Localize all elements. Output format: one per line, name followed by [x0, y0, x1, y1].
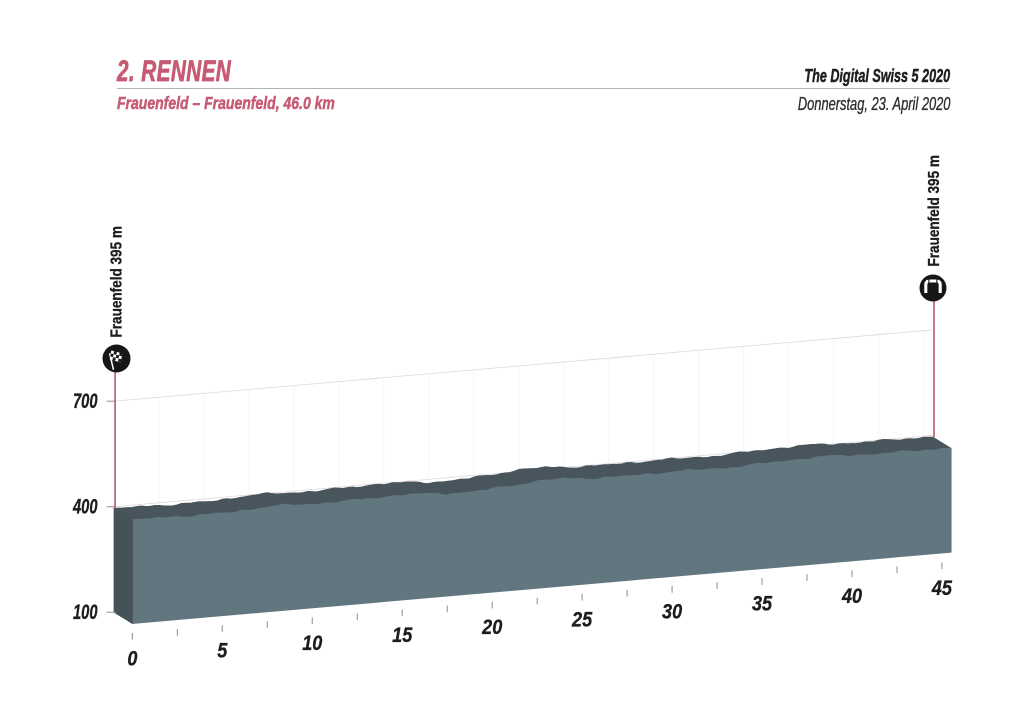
svg-text:700: 700 — [73, 389, 98, 412]
svg-text:5: 5 — [217, 639, 228, 663]
svg-text:30: 30 — [662, 600, 682, 624]
svg-text:Frauenfeld 395 m: Frauenfeld 395 m — [926, 155, 943, 266]
svg-text:10: 10 — [302, 632, 322, 656]
svg-text:400: 400 — [72, 495, 97, 518]
svg-text:100: 100 — [73, 600, 98, 623]
svg-text:40: 40 — [841, 585, 862, 609]
svg-text:0: 0 — [127, 647, 137, 671]
svg-text:45: 45 — [931, 577, 953, 601]
svg-text:35: 35 — [752, 592, 773, 616]
svg-text:15: 15 — [392, 624, 413, 648]
svg-text:25: 25 — [571, 608, 593, 632]
svg-text:20: 20 — [481, 616, 502, 640]
svg-text:Frauenfeld 395 m: Frauenfeld 395 m — [109, 226, 126, 337]
